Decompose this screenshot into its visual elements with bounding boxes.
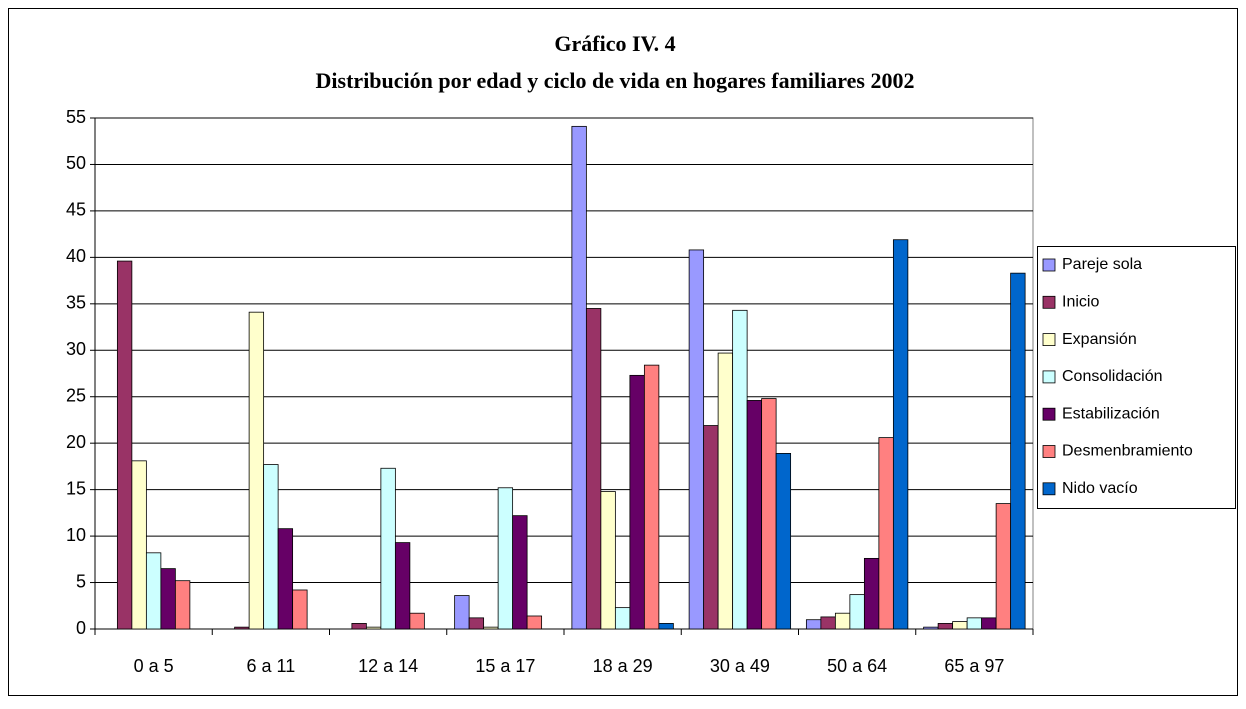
- x-tick-label: 18 a 29: [593, 656, 653, 676]
- bar: [277, 528, 294, 630]
- y-tick-label: 10: [66, 525, 86, 545]
- bar: [1010, 272, 1026, 630]
- legend-label: Inicio: [1062, 294, 1099, 311]
- bar: [717, 352, 734, 630]
- legend-label: Expansión: [1062, 331, 1137, 348]
- legend-swatch: [1042, 445, 1056, 458]
- x-tick-label: 30 a 49: [710, 656, 770, 676]
- bar: [409, 612, 425, 630]
- bar: [248, 311, 265, 630]
- y-tick-label: 25: [66, 385, 86, 405]
- bar: [380, 467, 396, 630]
- bar: [145, 552, 162, 630]
- bar: [526, 615, 543, 630]
- bar: [351, 623, 367, 630]
- y-tick-label: 40: [66, 246, 86, 266]
- y-tick-label: 15: [66, 478, 86, 498]
- y-tick-label: 45: [66, 200, 86, 220]
- bar: [937, 623, 954, 630]
- bar: [878, 437, 894, 630]
- bar: [703, 425, 719, 630]
- x-tick-label: 0 a 5: [134, 656, 174, 676]
- bar: [234, 626, 250, 630]
- bar: [981, 617, 997, 630]
- bar: [160, 568, 176, 630]
- y-tick-label: 30: [66, 339, 86, 359]
- bar: [688, 249, 705, 630]
- legend-swatch: [1042, 333, 1056, 347]
- bar: [863, 557, 880, 630]
- x-tick-label: 50 a 64: [827, 656, 887, 676]
- y-tick-label: 20: [66, 432, 86, 452]
- bar: [292, 589, 308, 630]
- bar: [658, 623, 674, 630]
- legend-swatch: [1042, 258, 1056, 272]
- bar: [629, 374, 645, 630]
- legend-label: Nido vacío: [1062, 480, 1138, 497]
- legend-label: Desmenbramiento: [1062, 443, 1193, 460]
- bar: [820, 616, 836, 630]
- bar: [600, 491, 616, 630]
- legend-swatch: [1042, 295, 1056, 309]
- bar: [468, 617, 485, 630]
- y-tick-label: 5: [76, 571, 86, 591]
- bar: [805, 619, 822, 630]
- bar: [923, 626, 939, 630]
- chart-title: Gráfico IV. 4: [554, 31, 675, 56]
- bar: [394, 542, 411, 630]
- bar: [952, 621, 968, 630]
- legend-label: Estabilización: [1062, 405, 1160, 422]
- bar: [775, 453, 792, 630]
- x-tick-label: 65 a 97: [944, 656, 1004, 676]
- legend-label: Pareje sola: [1062, 256, 1142, 273]
- bar: [892, 239, 909, 630]
- bar: [174, 580, 191, 630]
- bar: [614, 607, 631, 630]
- legend-box: [1037, 246, 1236, 509]
- bar: [995, 503, 1012, 630]
- bar: [834, 612, 851, 630]
- bar: [116, 260, 133, 630]
- bar: [746, 400, 763, 630]
- bar: [966, 617, 983, 630]
- y-tick-label: 35: [66, 293, 86, 313]
- chart-subtitle: Distribución por edad y ciclo de vida en…: [316, 68, 915, 93]
- bar: [761, 398, 777, 630]
- bar: [365, 626, 382, 630]
- bar: [849, 594, 865, 630]
- x-tick-label: 6 a 11: [247, 656, 296, 676]
- bar: [497, 487, 514, 630]
- bar: [512, 515, 528, 630]
- bar: [483, 626, 499, 630]
- legend-label: Consolidación: [1062, 368, 1163, 385]
- legend-swatch: [1042, 407, 1056, 421]
- legend-swatch: [1042, 370, 1056, 384]
- bar: [131, 460, 147, 630]
- x-tick-label: 15 a 17: [475, 656, 535, 676]
- y-tick-label: 50: [66, 153, 86, 173]
- legend-swatch: [1042, 482, 1056, 496]
- x-tick-label: 12 a 14: [358, 656, 418, 676]
- bar: [643, 364, 660, 630]
- bar: [732, 309, 748, 630]
- bar: [585, 308, 602, 630]
- bar: [571, 125, 587, 630]
- y-tick-label: 0: [76, 618, 86, 638]
- y-tick-label: 55: [66, 107, 86, 127]
- bar: [454, 595, 470, 630]
- bar: [263, 464, 279, 630]
